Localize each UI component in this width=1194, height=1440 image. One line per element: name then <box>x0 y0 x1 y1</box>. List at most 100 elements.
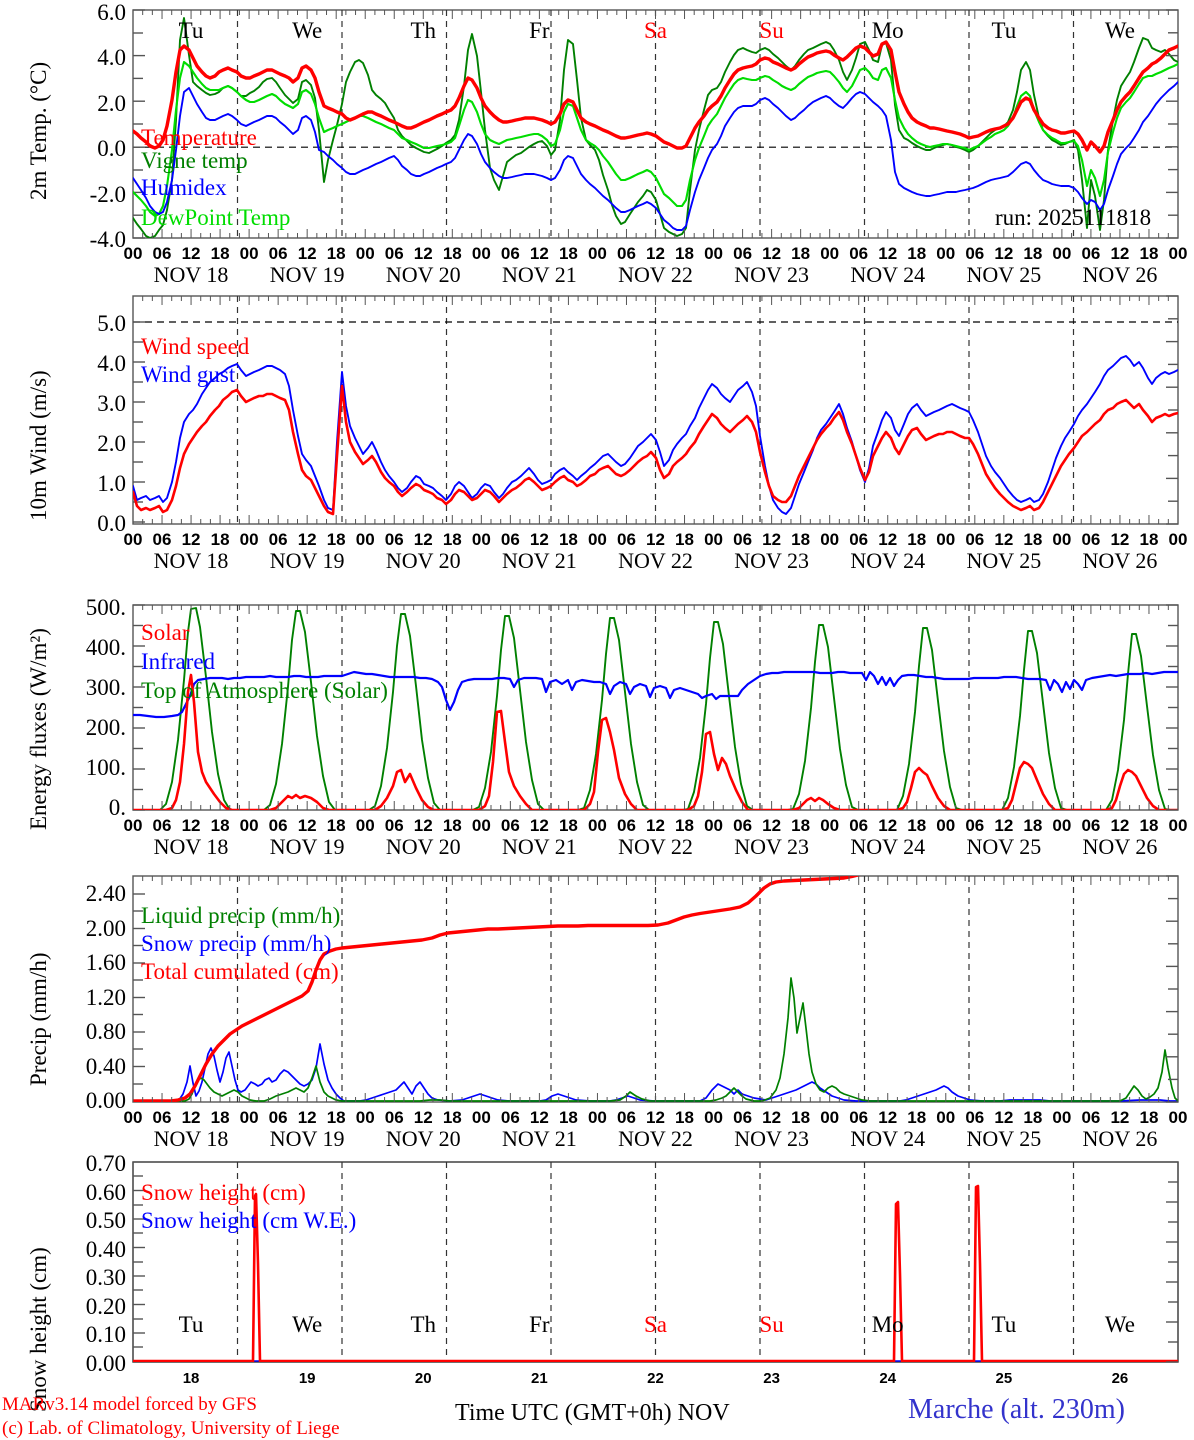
ytick-wind-3: 2.0 <box>97 431 126 456</box>
bottom-day-number: 23 <box>763 1370 780 1387</box>
energy-fluxes-plot <box>132 604 1179 811</box>
ytick-temp-0: 6.0 <box>97 0 126 25</box>
ytick-snow-1: 0.60 <box>85 1180 126 1205</box>
hour-tick-label: 18 <box>791 530 811 549</box>
day-label: NOV 23 <box>734 262 809 287</box>
hour-tick-label: 12 <box>994 244 1014 263</box>
ytick-snow-5: 0.20 <box>85 1294 126 1319</box>
hour-tick-label: 00 <box>1052 1108 1072 1127</box>
day-label: NOV 19 <box>269 834 345 859</box>
hour-tick-label: 12 <box>646 1108 665 1127</box>
day-label: NOV 24 <box>850 1126 926 1151</box>
panel-precip: Precip (mm/h) 2.40 2.00 1.60 1.20 0.80 0… <box>0 858 1194 1151</box>
day-label: NOV 26 <box>1082 1126 1158 1151</box>
run-label: run: 2025111818 <box>995 205 1152 230</box>
legend-snow-precip: Snow precip (mm/h) <box>141 931 332 956</box>
legend-total-cumulated: Total cumulated (cm) <box>141 959 339 984</box>
hour-tick-label: 00 <box>239 530 259 549</box>
hour-tick-label: 06 <box>849 244 869 263</box>
panel-temperature: 2m Temp. (°C) 6.0 4.0 2.0 0.0 -2.0 -4.0 <box>0 0 1194 287</box>
snow-height-plot <box>132 1161 1179 1363</box>
hour-tick-label: 12 <box>297 1108 317 1127</box>
hour-tick-label: 18 <box>675 1108 694 1127</box>
hour-tick-label: 18 <box>326 1108 346 1127</box>
hour-tick-label: 12 <box>529 244 549 263</box>
hour-tick-label: 18 <box>442 1108 462 1127</box>
hour-tick-label: 00 <box>936 816 956 835</box>
hour-tick-label: 06 <box>152 530 172 549</box>
hour-tick-label: 00 <box>1052 816 1072 835</box>
hour-tick-label: 12 <box>878 530 898 549</box>
hour-tick-label: 00 <box>123 1108 143 1127</box>
hour-tick-label: 06 <box>500 530 520 549</box>
hour-tick-label: 12 <box>529 1108 549 1127</box>
hour-tick-label: 18 <box>1139 816 1159 835</box>
ytick-precip-0: 2.40 <box>85 881 126 906</box>
hour-tick-label: 06 <box>1081 1108 1101 1127</box>
hour-tick-label: 18 <box>1023 816 1043 835</box>
legend-infrared: Infrared <box>141 649 216 674</box>
ytick-temp-1: 4.0 <box>97 45 126 70</box>
day-label: NOV 20 <box>385 1126 461 1151</box>
hour-tick-label: 06 <box>965 530 985 549</box>
hour-tick-label: 06 <box>849 530 869 549</box>
hour-tick-label: 12 <box>646 530 665 549</box>
hour-tick-label: 00 <box>355 244 375 263</box>
day-label: NOV 26 <box>1082 834 1158 859</box>
day-label: NOV 22 <box>618 1126 693 1151</box>
hour-tick-label: 12 <box>646 816 665 835</box>
hour-tick-label: 12 <box>413 244 433 263</box>
bottom-day-number: 25 <box>995 1370 1013 1387</box>
hour-tick-label: 12 <box>1110 244 1130 263</box>
day-label: NOV 23 <box>734 548 809 573</box>
weekday-label-su-5: Su <box>759 18 784 43</box>
hour-tick-label: 00 <box>820 530 840 549</box>
day-label: NOV 23 <box>734 1126 809 1151</box>
day-label: NOV 18 <box>153 834 229 859</box>
footer-location: Marche (alt. 230m) <box>908 1394 1125 1425</box>
hour-tick-label: 12 <box>181 244 201 263</box>
weekday-label-we-8: We <box>1104 18 1135 43</box>
day-label: NOV 22 <box>618 834 693 859</box>
ytick-wind-1: 4.0 <box>97 351 126 376</box>
hour-tick-label: 06 <box>965 816 985 835</box>
hour-tick-label: 00 <box>587 1108 607 1127</box>
bottom-day-number: 21 <box>531 1370 548 1387</box>
hour-tick-label: 06 <box>384 530 404 549</box>
day-label: NOV 19 <box>269 262 345 287</box>
hour-tick-label: 06 <box>384 1108 404 1127</box>
legend-wind-gust: Wind gust <box>141 362 236 387</box>
bottom-day-number: 22 <box>647 1370 664 1387</box>
hour-tick-label: 12 <box>878 1108 898 1127</box>
hour-tick-label: 18 <box>1023 244 1043 263</box>
weekday-label-fr-3: Fr <box>529 18 550 43</box>
hour-tick-label: 18 <box>326 244 346 263</box>
hour-tick-label: 18 <box>791 816 811 835</box>
ytick-wind-2: 3.0 <box>97 391 126 416</box>
ytick-snow-2: 0.50 <box>85 1208 126 1233</box>
ytick-snow-6: 0.10 <box>85 1322 126 1347</box>
hour-tick-label: 00 <box>355 816 375 835</box>
hour-tick-label: 06 <box>617 1108 636 1127</box>
hour-tick-label: 00 <box>587 244 607 263</box>
weekday-label-th-2: Th <box>410 1312 437 1337</box>
hour-tick-label: 06 <box>1081 816 1101 835</box>
day-label: NOV 22 <box>618 548 693 573</box>
hour-tick-label: 00 <box>1052 244 1072 263</box>
ytick-snow-7: 0.00 <box>85 1351 126 1376</box>
ytick-precip-3: 1.20 <box>85 985 126 1010</box>
hour-tick-label: 06 <box>152 1108 172 1127</box>
hour-tick-label: 06 <box>384 244 404 263</box>
hour-tick-label: 06 <box>1081 530 1101 549</box>
hour-tick-label: 12 <box>297 816 317 835</box>
hour-tick-label: 00 <box>355 530 375 549</box>
hour-tick-label: 12 <box>878 244 898 263</box>
hour-tick-label: 06 <box>500 816 520 835</box>
weekday-label-tu-0: Tu <box>178 18 204 43</box>
hour-tick-label: 06 <box>733 816 753 835</box>
hour-tick-label: 00 <box>936 530 956 549</box>
hour-tick-label: 00 <box>123 816 143 835</box>
hour-tick-label: 00 <box>471 244 491 263</box>
weekday-label-mo-6: Mo <box>871 18 904 43</box>
ytick-precip-4: 0.80 <box>85 1019 126 1044</box>
